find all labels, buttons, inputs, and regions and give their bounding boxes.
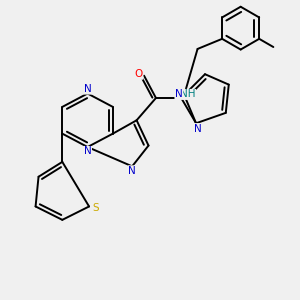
Text: N: N bbox=[175, 88, 183, 98]
Text: S: S bbox=[92, 203, 99, 213]
Text: N: N bbox=[128, 166, 136, 176]
Text: O: O bbox=[135, 69, 143, 79]
Text: N: N bbox=[84, 146, 92, 157]
Text: N: N bbox=[194, 124, 201, 134]
Text: N: N bbox=[84, 84, 92, 94]
Text: NH: NH bbox=[180, 89, 196, 99]
